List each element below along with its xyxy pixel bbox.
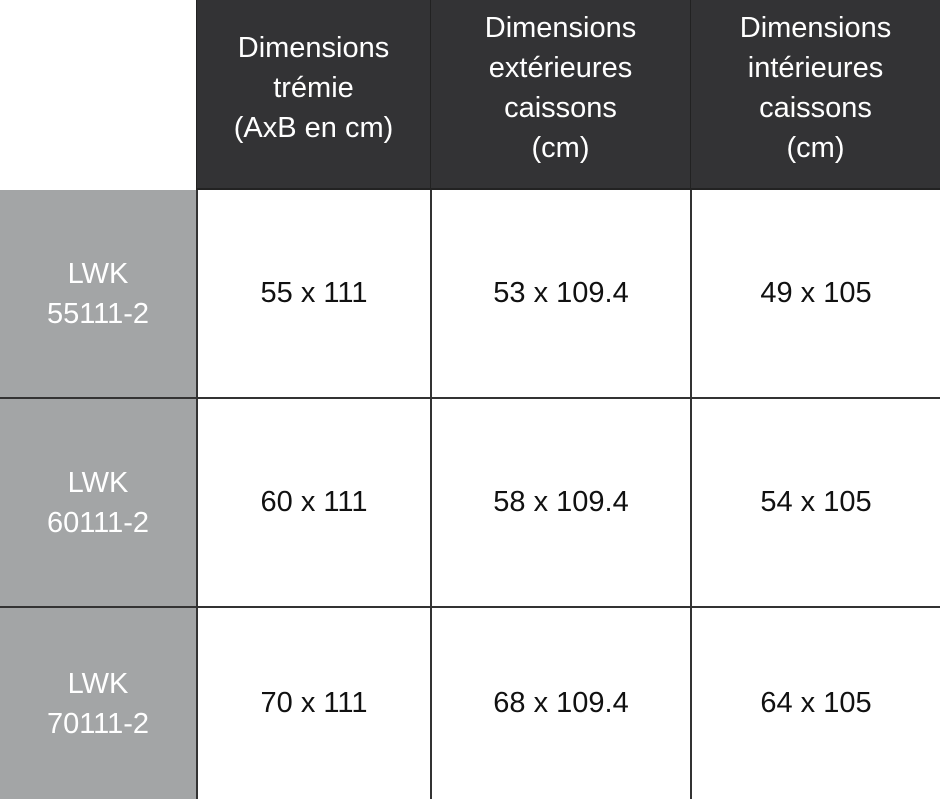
table-cell: 58 x 109.4 <box>430 399 690 608</box>
table-cell: 54 x 105 <box>690 399 940 608</box>
table-cell: 49 x 105 <box>690 190 940 399</box>
row-header-model: LWK 70111-2 <box>0 608 196 799</box>
corner-cell <box>0 0 196 190</box>
row-header-model: LWK 60111-2 <box>0 399 196 608</box>
table-cell: 53 x 109.4 <box>430 190 690 399</box>
header-tremie: Dimensions trémie (AxB en cm) <box>196 0 430 190</box>
table-cell: 55 x 111 <box>196 190 430 399</box>
row-header-model: LWK 55111-2 <box>0 190 196 399</box>
header-exterior: Dimensions extérieures caissons (cm) <box>430 0 690 190</box>
table-cell: 64 x 105 <box>690 608 940 799</box>
header-interior: Dimensions intérieures caissons (cm) <box>690 0 940 190</box>
table-cell: 68 x 109.4 <box>430 608 690 799</box>
table-cell: 60 x 111 <box>196 399 430 608</box>
table-cell: 70 x 111 <box>196 608 430 799</box>
